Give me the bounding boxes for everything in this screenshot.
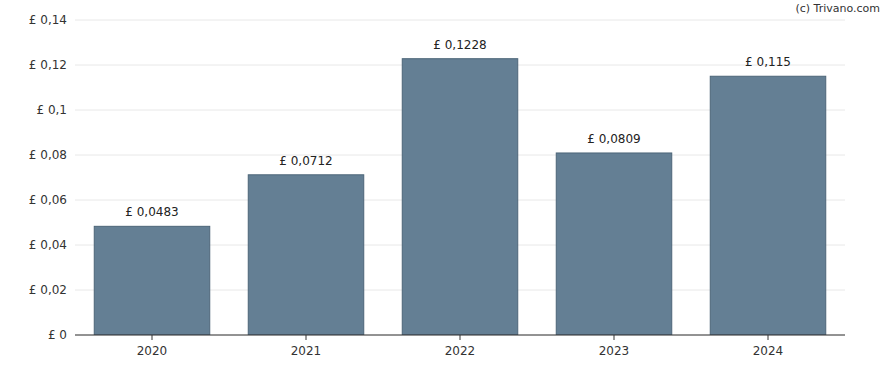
x-tick	[152, 335, 153, 340]
grid-line	[75, 20, 845, 21]
bar	[556, 153, 672, 335]
x-tick	[460, 335, 461, 340]
x-tick-label: 2021	[291, 344, 322, 358]
y-tick-label: £ 0,02	[29, 283, 67, 297]
bar	[248, 175, 364, 335]
y-tick-label: £ 0,14	[29, 13, 67, 27]
data-label: £ 0,0809	[587, 132, 640, 146]
y-tick-label: £ 0,1	[36, 103, 67, 117]
credit: (c) Trivano.com	[795, 2, 880, 15]
y-tick-label: £ 0	[48, 328, 67, 342]
x-tick-label: 2024	[753, 344, 784, 358]
data-label: £ 0,0483	[125, 205, 178, 219]
data-label: £ 0,1228	[433, 38, 486, 52]
y-tick-label: £ 0,12	[29, 58, 67, 72]
data-label: £ 0,115	[745, 55, 791, 69]
y-tick-label: £ 0,06	[29, 193, 67, 207]
y-tick-label: £ 0,08	[29, 148, 67, 162]
x-tick	[768, 335, 769, 340]
bars	[94, 59, 826, 335]
bar	[402, 59, 518, 335]
chart: £ 0 £ 0,02 £ 0,04 £ 0,06 £ 0,08 £ 0,1 £ 0,12 £ …	[0, 0, 888, 370]
x-tick-label: 2022	[445, 344, 476, 358]
y-tick-label: £ 0,04	[29, 238, 67, 252]
data-label: £ 0,0712	[279, 154, 332, 168]
x-tick-label: 2023	[599, 344, 630, 358]
x-tick-label: 2020	[137, 344, 168, 358]
x-tick	[306, 335, 307, 340]
grid	[75, 20, 845, 335]
x-tick	[614, 335, 615, 340]
bar	[94, 226, 210, 335]
bar	[710, 76, 826, 335]
